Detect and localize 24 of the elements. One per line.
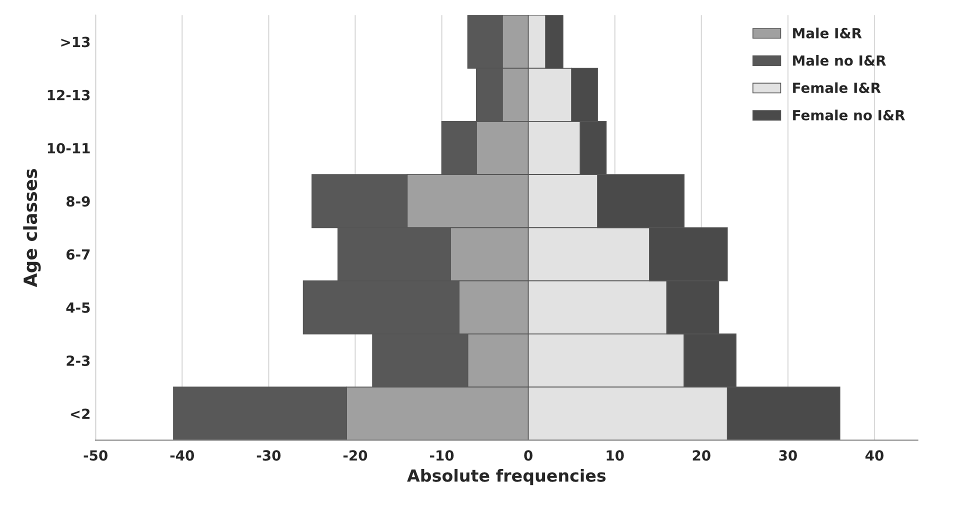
y-axis-title: Age classes: [23, 169, 41, 288]
x-tick-label: 10: [606, 450, 624, 461]
x-tick-label: 0: [524, 450, 532, 461]
x-tick-label: 40: [865, 450, 884, 461]
y-tick-label: 10-11: [48, 142, 90, 154]
x-tick-label: -40: [170, 450, 194, 461]
x-tick-label: 20: [692, 450, 710, 461]
legend-label: Female I&R: [793, 82, 881, 94]
y-tick-label: 4-5: [66, 302, 90, 313]
y-tick-label: 2-3: [66, 355, 90, 366]
x-tick-label: -30: [256, 450, 281, 461]
x-tick-label: -50: [84, 450, 108, 461]
y-tick-label: 12-13: [48, 90, 90, 100]
legend-label: Male I&R: [793, 28, 862, 38]
legend-label: Female no I&R: [793, 110, 905, 120]
x-tick-label: -10: [430, 450, 454, 461]
y-tick-label: <2: [70, 408, 90, 419]
y-tick-label: >13: [61, 36, 90, 48]
x-axis-title: Absolute frequencies: [407, 468, 606, 486]
y-tick-label: 6-7: [66, 249, 90, 260]
legend-label: Male no I&R: [793, 55, 886, 66]
y-tick-label: 8-9: [66, 196, 90, 207]
x-tick-label: -20: [343, 450, 368, 461]
x-tick-label: 30: [779, 450, 797, 461]
